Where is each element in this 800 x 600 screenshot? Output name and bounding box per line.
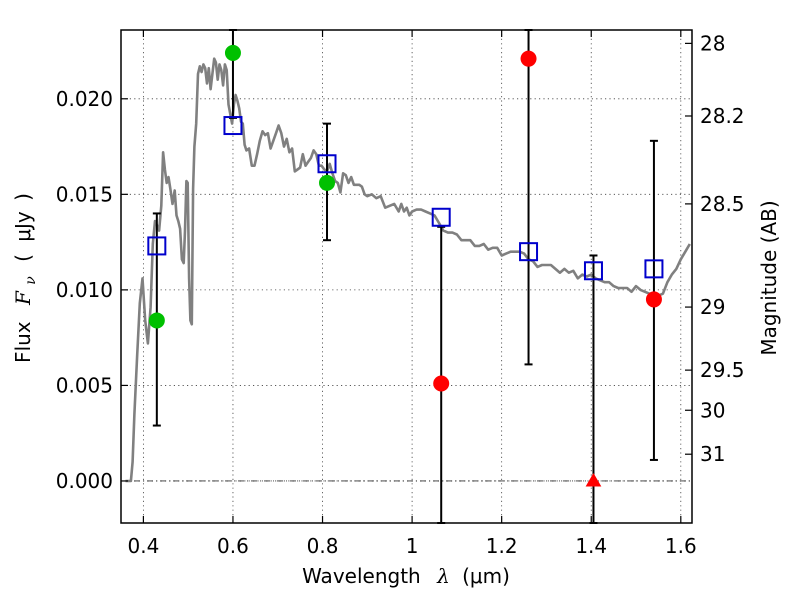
x-tick-label: 1.2 (486, 534, 518, 558)
detected-flux-marker (148, 312, 165, 329)
y2-tick-label: 28 (700, 31, 725, 55)
y2-tick-label: 29 (700, 295, 725, 319)
model-flux-marker (147, 236, 167, 256)
x-tick-label: 1.4 (575, 534, 607, 558)
y2-tick-label: 31 (700, 442, 725, 466)
sed-model-curve (125, 57, 691, 483)
y2-tick-label: 30 (700, 398, 725, 422)
x-axis-title: Wavelength λ (μm) (302, 564, 510, 588)
x-tick-label: 0.8 (307, 534, 339, 558)
x-tick-label: 1 (406, 534, 419, 558)
grid-layer (121, 30, 692, 523)
y-axis-unit-close: ) (11, 193, 35, 201)
undetected-flux-marker (645, 291, 662, 308)
model-flux-marker (431, 207, 451, 227)
y-axis-unit: μJy (11, 211, 35, 242)
detected-flux-marker (319, 174, 336, 191)
y-tick-label: 0.005 (56, 373, 113, 397)
y-tick-label: 0.000 (56, 469, 113, 493)
model-flux-marker (519, 242, 539, 262)
y-axis-prefix: Flux (11, 321, 35, 363)
x-axis-unit: (μm) (462, 564, 510, 588)
model-flux-marker (583, 261, 603, 281)
y-tick-label: 0.010 (56, 278, 113, 302)
x-axis-prefix: Wavelength (302, 564, 421, 588)
x-axis-symbol: λ (436, 564, 450, 588)
y-axis-unit-open: ( (11, 254, 35, 262)
upper-limit-marker (585, 472, 602, 487)
y-tick-label: 0.020 (56, 87, 113, 111)
model-flux-marker (317, 154, 337, 174)
y2-axis-title: Magnitude (AB) (757, 200, 781, 355)
y2-tick-label: 28.5 (700, 192, 745, 216)
undetected-flux-marker (520, 50, 537, 67)
y-axis-title: Flux F ν ( μJy ) (11, 193, 40, 363)
y-axis-subscript: ν (23, 276, 39, 285)
ticks-layer: 0.4 0.6 0.8 1 1.2 1.4 1.6 0.000 0.005 0.010 0.015 0… (56, 30, 745, 558)
y-axis-symbol: F (11, 290, 35, 306)
y2-tick-label: 29.5 (700, 358, 745, 382)
y-tick-label: 0.015 (56, 182, 113, 206)
y2-tick-label: 28.2 (700, 104, 745, 128)
detected-flux-marker (224, 44, 241, 61)
x-tick-label: 0.6 (217, 534, 249, 558)
model-flux-marker (223, 116, 243, 136)
model-flux-marker (644, 259, 664, 279)
undetected-flux-marker (433, 375, 450, 392)
x-tick-label: 0.4 (127, 534, 159, 558)
plot-frame (120, 29, 693, 524)
x-tick-label: 1.6 (665, 534, 697, 558)
plot-layer (121, 29, 692, 524)
